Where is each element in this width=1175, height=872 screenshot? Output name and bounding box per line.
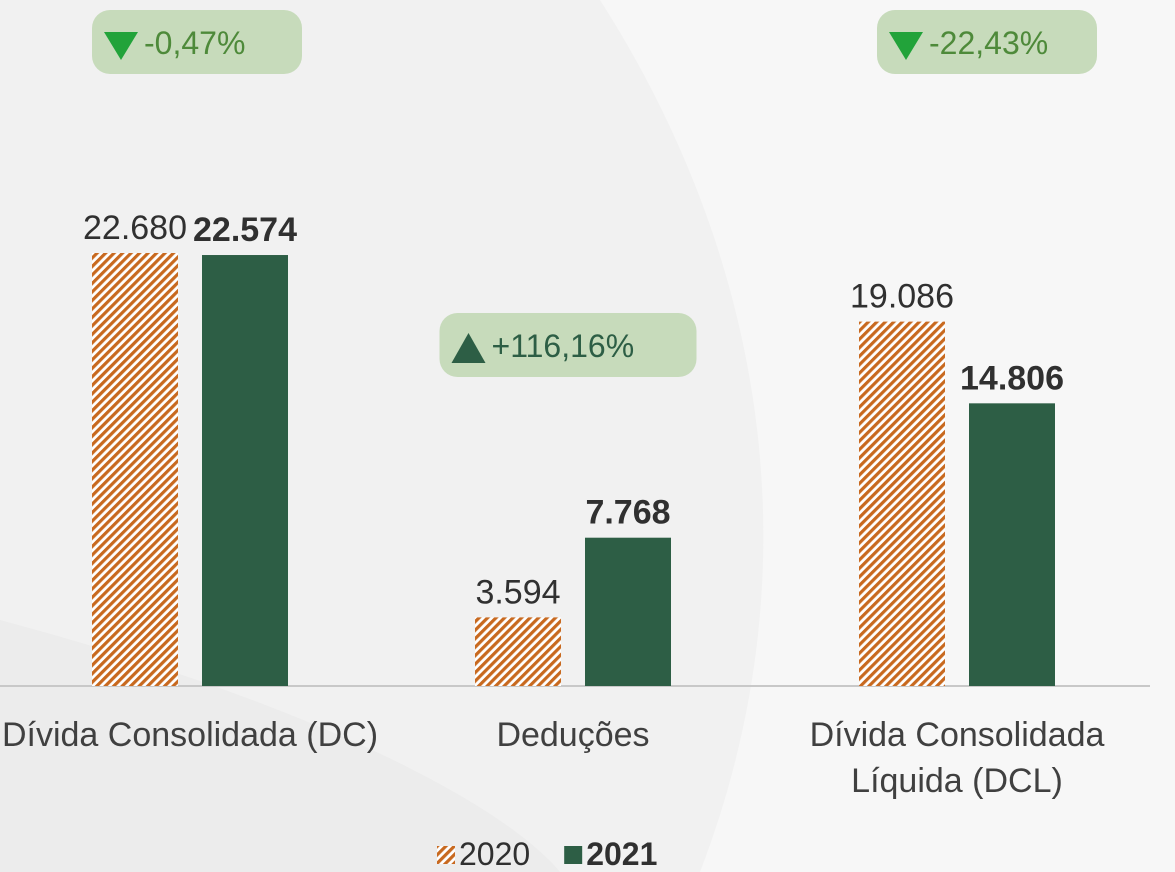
x-tick-label: Deduções bbox=[496, 716, 650, 754]
legend: 2020 2021 bbox=[437, 836, 657, 872]
badge-background bbox=[877, 10, 1097, 74]
change-badge: +116,16% bbox=[439, 313, 697, 377]
x-tick-label: Dívida Consolidada (DC) bbox=[1, 716, 379, 754]
bar bbox=[202, 255, 288, 686]
bar bbox=[969, 403, 1055, 686]
legend-swatch bbox=[437, 846, 455, 864]
x-tick-label: Dívida Consolidada Líquida (DCL) bbox=[809, 716, 1105, 800]
badge-background bbox=[92, 10, 302, 74]
change-label: +116,16% bbox=[492, 328, 635, 364]
legend-label: 2020 bbox=[459, 836, 530, 872]
trend-arrow bbox=[889, 32, 923, 60]
value-label: 14.806 bbox=[960, 359, 1064, 397]
trend-arrow bbox=[451, 333, 486, 363]
change-label: -0,47% bbox=[144, 25, 245, 61]
trend-arrow bbox=[104, 32, 138, 60]
value-label: 22.680 bbox=[83, 209, 187, 247]
value-label: 22.574 bbox=[193, 211, 297, 249]
change-label: -22,43% bbox=[929, 25, 1048, 61]
badge-background bbox=[439, 313, 697, 377]
legend-label: 2021 bbox=[586, 836, 657, 872]
value-label: 7.768 bbox=[585, 494, 670, 532]
value-label: 19.086 bbox=[850, 278, 954, 316]
bar bbox=[475, 617, 561, 686]
bar bbox=[859, 321, 945, 686]
legend-swatch bbox=[564, 846, 583, 864]
change-badge: -0,47% bbox=[92, 10, 302, 74]
change-badge: -22,43% bbox=[877, 10, 1097, 74]
bar bbox=[585, 537, 671, 686]
value-label: 3.594 bbox=[475, 573, 560, 611]
bar bbox=[92, 253, 178, 686]
